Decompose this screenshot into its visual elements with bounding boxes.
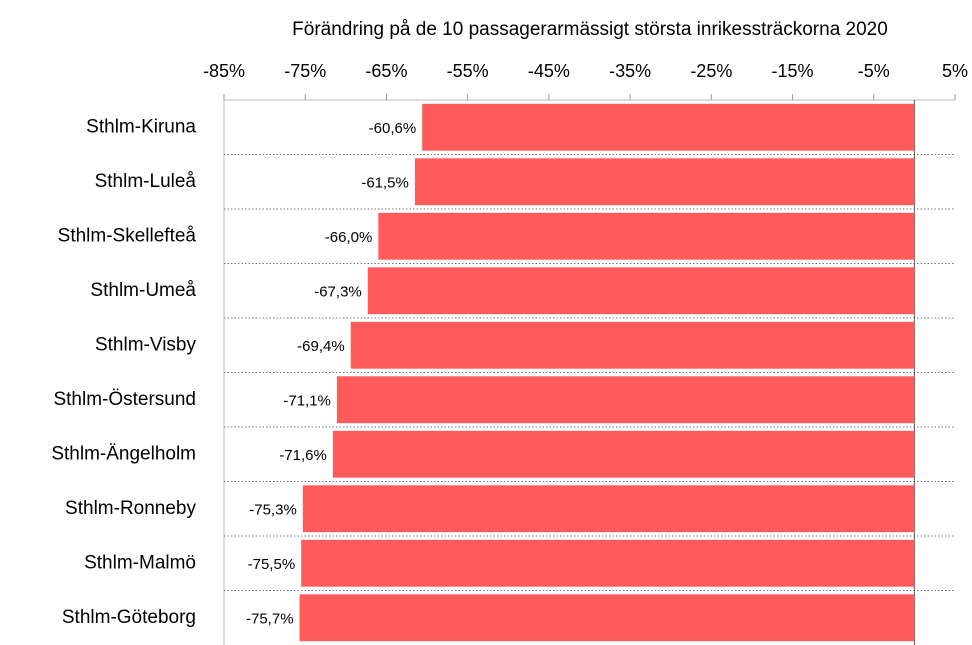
data-label: -67,3%	[314, 284, 362, 301]
y-tick-label: Sthlm-Östersund	[53, 389, 196, 410]
x-tick-label: -85%	[203, 61, 245, 81]
x-tick-label: -45%	[528, 61, 570, 81]
y-tick-label: Sthlm-Visby	[95, 334, 197, 355]
y-tick-label: Sthlm-Luleå	[95, 171, 197, 192]
data-label: -66,0%	[325, 229, 373, 246]
data-label: -71,1%	[283, 393, 331, 410]
bar	[301, 539, 915, 587]
y-tick-label: Sthlm-Skellefteå	[58, 225, 197, 246]
x-tick-label: -25%	[690, 61, 732, 81]
bar	[422, 103, 915, 151]
bar	[299, 594, 915, 642]
bar	[378, 212, 915, 260]
x-tick-label: -55%	[447, 61, 489, 81]
y-tick-label: Sthlm-Malmö	[84, 552, 196, 573]
data-label: -75,7%	[246, 611, 294, 628]
y-tick-label: Sthlm-Kiruna	[86, 116, 196, 137]
x-tick-label: -5%	[858, 61, 890, 81]
data-label: -75,3%	[249, 502, 297, 519]
data-label: -61,5%	[361, 175, 409, 192]
bar	[332, 430, 915, 478]
chart-title: Förändring på de 10 passagerarmässigt st…	[292, 19, 888, 40]
bar	[350, 321, 915, 369]
bar	[336, 376, 915, 424]
data-label: -71,6%	[279, 447, 327, 464]
data-label: -75,5%	[248, 556, 296, 573]
y-tick-label: Sthlm-Ronneby	[65, 498, 196, 519]
y-tick-label: Sthlm-Göteborg	[62, 607, 196, 628]
y-tick-label: Sthlm-Ängelholm	[51, 443, 196, 464]
bar	[414, 158, 915, 206]
x-tick-label: -75%	[284, 61, 326, 81]
x-tick-label: -15%	[772, 61, 814, 81]
y-tick-label: Sthlm-Umeå	[90, 280, 196, 301]
x-tick-label: -35%	[609, 61, 651, 81]
x-tick-label: 5%	[942, 61, 968, 81]
data-label: -69,4%	[297, 338, 345, 355]
bar	[302, 485, 915, 533]
x-tick-label: -65%	[365, 61, 407, 81]
data-label: -60,6%	[369, 120, 417, 137]
bar	[367, 267, 915, 315]
